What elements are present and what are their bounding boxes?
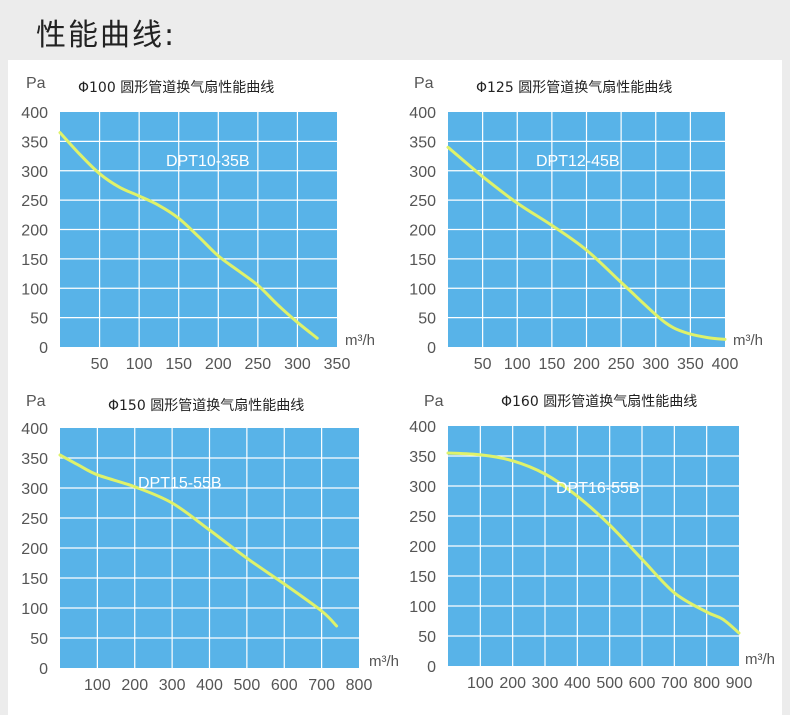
y-tick-label: 400 <box>21 105 48 122</box>
x-tick-label: 400 <box>712 356 739 373</box>
chart-phi125: Φ125 圆形管道换气扇性能曲线 Pa 400 350 300 250 200 150 100 5… <box>396 60 782 373</box>
chart-phi150: Φ150 圆形管道换气扇性能曲线 Pa 400 350 300 250 200 150 100 5… <box>8 378 399 708</box>
y-tick-label: 350 <box>409 449 436 466</box>
y-tick-label: 300 <box>21 164 48 181</box>
performance-curve <box>58 453 339 628</box>
y-tick-label: 150 <box>21 252 48 269</box>
model-label: DPT15-55B <box>138 475 222 492</box>
x-axis-unit-label: m³/h <box>345 332 375 349</box>
x-tick-label: 200 <box>205 356 232 373</box>
y-tick-label: 50 <box>30 631 48 648</box>
x-tick-label: 100 <box>126 356 153 373</box>
y-tick-label: 300 <box>409 164 436 181</box>
performance-curve <box>446 145 727 341</box>
x-tick-label: 100 <box>84 677 111 694</box>
x-tick-label: 200 <box>573 356 600 373</box>
y-tick-label: 100 <box>409 599 436 616</box>
y-tick-label: 350 <box>21 451 48 468</box>
x-tick-label: 600 <box>271 677 298 694</box>
x-tick-label: 150 <box>165 356 192 373</box>
x-tick-label: 200 <box>121 677 148 694</box>
x-tick-label: 300 <box>284 356 311 373</box>
x-tick-label: 50 <box>474 356 492 373</box>
chart-phi160: Φ160 圆形管道换气扇性能曲线 Pa 400 350 300 250 200 150 100 5… <box>396 378 782 708</box>
y-tick-label: 300 <box>21 481 48 498</box>
x-tick-label: 250 <box>245 356 272 373</box>
y-tick-label: 200 <box>409 223 436 240</box>
x-tick-label: 50 <box>91 356 109 373</box>
y-tick-label: 100 <box>409 281 436 298</box>
y-tick-label: 150 <box>21 571 48 588</box>
model-label: DPT12-45B <box>536 153 620 170</box>
y-tick-label: 100 <box>21 281 48 298</box>
x-tick-label: 500 <box>596 675 623 692</box>
chart-phi100: Φ100 圆形管道换气扇性能曲线 Pa 400 350 300 250 200 150 100 5… <box>8 60 393 373</box>
x-axis-unit-label: m³/h <box>745 651 775 668</box>
y-tick-label: 0 <box>39 340 48 357</box>
x-tick-label: 400 <box>196 677 223 694</box>
chart-phi150-svg: Φ150 圆形管道换气扇性能曲线 Pa 400 350 300 250 200 150 100 5… <box>21 393 399 694</box>
y-tick-label: 150 <box>409 252 436 269</box>
y-tick-label: 50 <box>30 311 48 328</box>
x-tick-label: 300 <box>532 675 559 692</box>
x-tick-label: 800 <box>346 677 373 694</box>
x-tick-label: 700 <box>661 675 688 692</box>
x-tick-label: 100 <box>467 675 494 692</box>
x-tick-label: 100 <box>504 356 531 373</box>
x-tick-label: 350 <box>324 356 351 373</box>
y-tick-label: 0 <box>427 340 436 357</box>
y-tick-label: 50 <box>418 311 436 328</box>
y-tick-label: 250 <box>21 511 48 528</box>
x-tick-label: 600 <box>629 675 656 692</box>
y-tick-label: 400 <box>409 419 436 436</box>
x-tick-label: 500 <box>234 677 261 694</box>
y-tick-label: 400 <box>21 421 48 438</box>
x-tick-label: 350 <box>677 356 704 373</box>
y-tick-label: 200 <box>21 541 48 558</box>
y-axis-label: Pa <box>26 75 46 92</box>
y-axis-label: Pa <box>424 393 444 410</box>
y-tick-label: 0 <box>39 661 48 678</box>
y-tick-label: 250 <box>21 193 48 210</box>
y-tick-label: 250 <box>409 193 436 210</box>
performance-curve <box>58 131 319 340</box>
x-tick-label: 300 <box>642 356 669 373</box>
model-label: DPT10-35B <box>166 153 250 170</box>
y-tick-label: 350 <box>21 134 48 151</box>
y-tick-label: 400 <box>409 105 436 122</box>
page-title: 性能曲线: <box>36 18 177 53</box>
y-tick-label: 300 <box>409 479 436 496</box>
x-axis-unit-label: m³/h <box>369 653 399 670</box>
x-tick-label: 150 <box>539 356 566 373</box>
y-axis-label: Pa <box>414 75 434 92</box>
x-tick-label: 900 <box>726 675 753 692</box>
chart-title: Φ160 圆形管道换气扇性能曲线 <box>501 393 697 410</box>
chart-phi100-svg: Φ100 圆形管道换气扇性能曲线 Pa 400 350 300 250 200 150 100 5… <box>21 75 375 373</box>
chart-phi125-svg: Φ125 圆形管道换气扇性能曲线 Pa 400 350 300 250 200 150 100 5… <box>409 75 763 373</box>
chart-title: Φ125 圆形管道换气扇性能曲线 <box>476 79 672 96</box>
x-tick-label: 300 <box>159 677 186 694</box>
x-tick-label: 200 <box>499 675 526 692</box>
x-tick-label: 400 <box>564 675 591 692</box>
y-tick-label: 350 <box>409 134 436 151</box>
y-tick-label: 100 <box>21 601 48 618</box>
x-tick-label: 800 <box>693 675 720 692</box>
charts-panel: Φ100 圆形管道换气扇性能曲线 Pa 400 350 300 250 200 150 100 5… <box>8 60 782 715</box>
y-tick-label: 200 <box>21 223 48 240</box>
x-axis-unit-label: m³/h <box>733 332 763 349</box>
y-tick-label: 50 <box>418 629 436 646</box>
y-tick-label: 250 <box>409 509 436 526</box>
x-tick-label: 250 <box>608 356 635 373</box>
performance-curve <box>446 451 741 635</box>
y-axis-label: Pa <box>26 393 46 410</box>
model-label: DPT16-55B <box>556 480 640 497</box>
chart-phi160-svg: Φ160 圆形管道换气扇性能曲线 Pa 400 350 300 250 200 150 100 5… <box>409 393 775 692</box>
y-tick-label: 0 <box>427 659 436 676</box>
chart-title: Φ100 圆形管道换气扇性能曲线 <box>78 79 274 96</box>
y-tick-label: 200 <box>409 539 436 556</box>
chart-title: Φ150 圆形管道换气扇性能曲线 <box>108 397 304 414</box>
x-tick-label: 700 <box>308 677 335 694</box>
y-tick-label: 150 <box>409 569 436 586</box>
